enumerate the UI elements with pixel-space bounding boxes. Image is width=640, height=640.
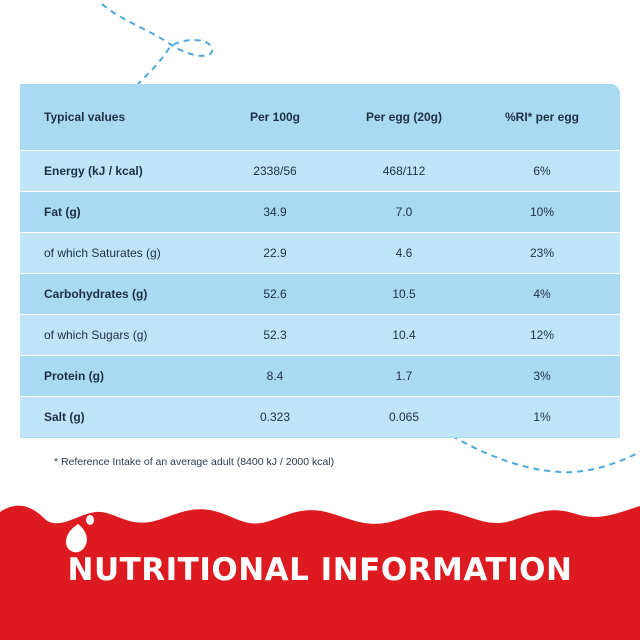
table-row: Energy (kJ / kcal) 2338/56 468/112 6% [20,150,620,191]
row-label: Carbohydrates (g) [44,287,148,301]
header-per-egg: Per egg (20g) [365,110,443,124]
row-label: Fat (g) [44,205,81,219]
nutritional-information-title: NUTRITIONAL INFORMATION [67,552,573,588]
row-per-100g: 0.323 [259,410,291,424]
row-label: of which Saturates (g) [44,246,161,260]
bottom-dashed-swirl [451,435,640,474]
table-row: Salt (g) 0.323 0.065 1% [20,396,620,437]
red-banner-wave [0,505,640,640]
row-ri: 23% [529,246,555,260]
row-label: Protein (g) [44,369,104,383]
header-per-100g: Per 100g [249,110,301,124]
row-label: Salt (g) [44,410,85,424]
row-per-100g: 52.3 [263,328,287,342]
row-label: Energy (kJ / kcal) [44,164,143,178]
row-per-egg: 10.5 [392,287,416,301]
milk-drop-small-icon [86,515,94,525]
milk-drop-icon [66,524,87,553]
row-ri: 10% [529,205,555,219]
row-per-egg: 0.065 [388,410,420,424]
row-per-egg: 1.7 [395,369,413,383]
table-row: Fat (g) 34.9 7.0 10% [20,191,620,232]
table-row: of which Sugars (g) 52.3 10.4 12% [20,314,620,355]
row-per-egg: 468/112 [382,164,426,178]
row-label: of which Sugars (g) [44,328,148,342]
table-header-row: Typical values Per 100g Per egg (20g) %R… [20,84,620,150]
table-row: Carbohydrates (g) 52.6 10.5 4% [20,273,620,314]
table-row: Protein (g) 8.4 1.7 3% [20,355,620,396]
row-ri: 6% [533,164,551,178]
reference-intake-footnote: * Reference Intake of an average adult (… [54,456,335,468]
top-dashed-swirl [101,3,214,85]
row-per-100g: 8.4 [266,369,284,383]
row-ri: 4% [533,287,551,301]
row-per-egg: 4.6 [395,246,413,260]
row-ri: 3% [533,369,551,383]
row-per-100g: 52.6 [263,287,287,301]
header-typical-values: Typical values [44,110,126,124]
row-per-100g: 2338/56 [253,164,297,178]
row-per-egg: 7.0 [395,205,413,219]
row-per-egg: 10.4 [392,328,416,342]
table-row: of which Saturates (g) 22.9 4.6 23% [20,232,620,273]
header-ri-per-egg: %RI* per egg [504,110,579,124]
row-per-100g: 22.9 [263,246,287,260]
nutrition-table: Typical values Per 100g Per egg (20g) %R… [20,84,620,438]
row-ri: 1% [533,410,551,424]
row-per-100g: 34.9 [263,205,287,219]
row-ri: 12% [529,328,555,342]
